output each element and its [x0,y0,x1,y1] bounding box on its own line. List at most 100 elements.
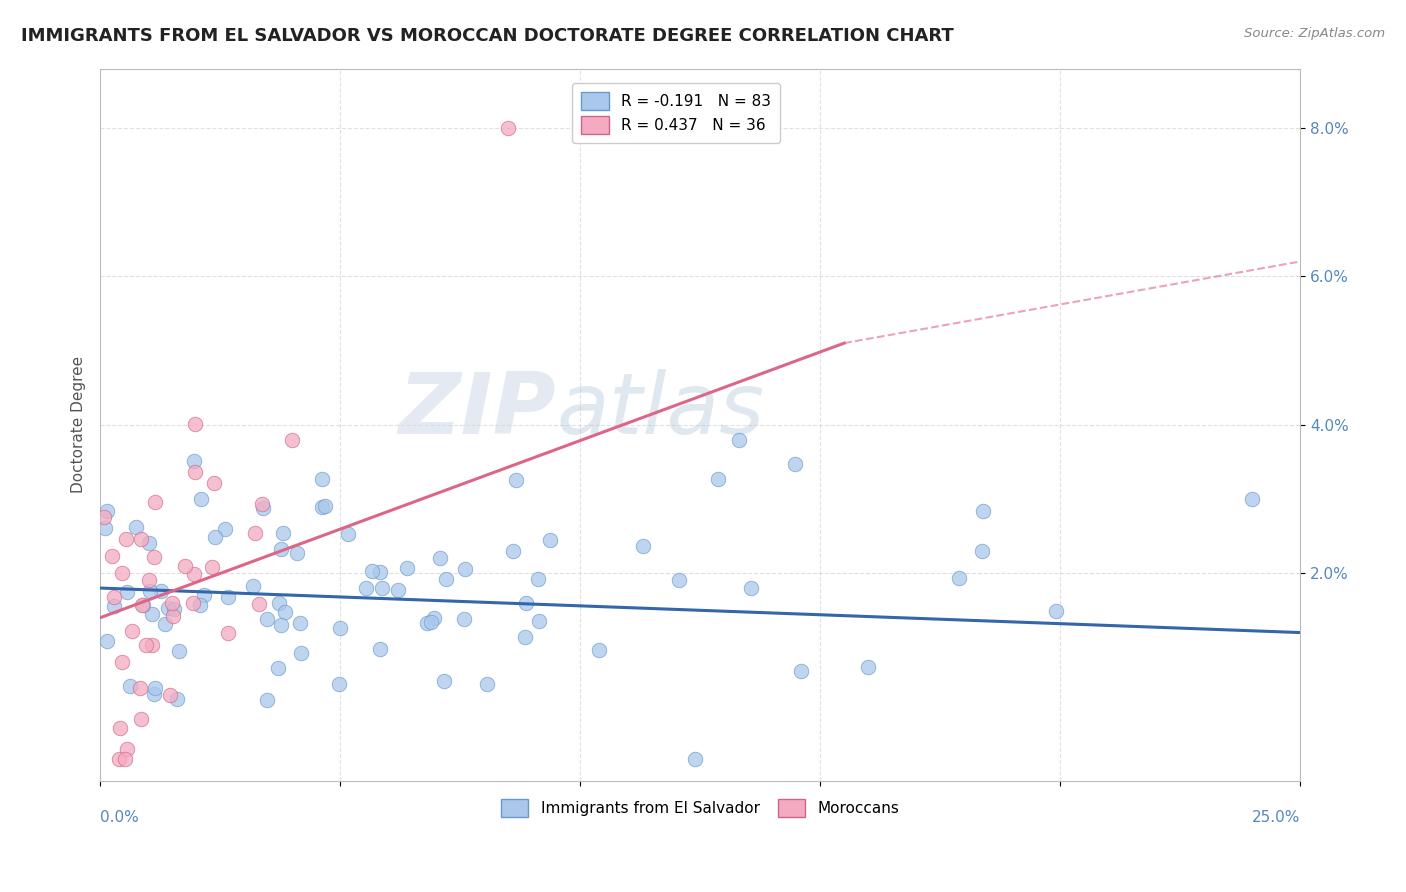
Point [156,601,179,615]
Point [281,433,304,447]
Point [970,543,993,558]
Point [252,500,274,515]
Point [454,562,477,576]
Point [167,644,190,658]
Point [93,510,115,524]
Point [118,679,141,693]
Point [274,605,297,619]
Point [496,120,519,135]
Point [685,752,707,766]
Text: Source: ZipAtlas.com: Source: ZipAtlas.com [1244,27,1385,40]
Point [114,532,136,546]
Point [101,549,124,563]
Point [247,597,270,611]
Point [368,641,391,656]
Point [453,612,475,626]
Point [141,607,163,621]
Point [214,522,236,536]
Point [217,590,239,604]
Point [131,599,153,613]
Point [540,533,562,547]
Point [96,634,118,648]
Point [155,617,177,632]
Point [790,664,813,678]
Point [668,574,690,588]
Point [202,475,225,490]
Point [415,615,437,630]
Point [267,661,290,675]
Point [419,615,441,629]
Point [588,643,610,657]
Point [243,525,266,540]
Point [163,602,186,616]
Point [193,588,215,602]
Point [287,546,309,560]
Point [360,564,382,578]
Point [633,539,655,553]
Point [138,584,160,599]
Point [242,579,264,593]
Point [267,596,290,610]
Point [972,504,994,518]
Point [132,598,155,612]
Point [217,626,239,640]
Point [111,566,134,580]
Point [190,491,212,506]
Point [111,656,134,670]
Point [329,621,352,635]
Point [129,681,152,695]
Point [434,572,457,586]
Point [256,693,278,707]
Text: ZIP: ZIP [398,369,557,452]
Point [290,646,312,660]
Point [96,504,118,518]
Point [270,542,292,557]
Point [173,558,195,573]
Legend: Immigrants from El Salvador, Moroccans: Immigrants from El Salvador, Moroccans [495,793,905,823]
Point [527,572,550,586]
Text: 0.0%: 0.0% [100,810,139,824]
Point [256,612,278,626]
Point [159,688,181,702]
Point [371,581,394,595]
Point [368,565,391,579]
Point [135,638,157,652]
Point [143,495,166,509]
Point [143,681,166,695]
Point [513,630,536,644]
Point [311,500,333,515]
Point [129,712,152,726]
Point [527,614,550,628]
Point [856,659,879,673]
Point [433,674,456,689]
Point [502,543,524,558]
Point [162,608,184,623]
Point [94,521,117,535]
Point [423,611,446,625]
Point [328,677,350,691]
Point [204,530,226,544]
Point [183,567,205,582]
Point [108,752,131,766]
Point [124,520,146,534]
Point [429,551,451,566]
Point [184,417,207,431]
Point [115,585,138,599]
Text: IMMIGRANTS FROM EL SALVADOR VS MOROCCAN DOCTORATE DEGREE CORRELATION CHART: IMMIGRANTS FROM EL SALVADOR VS MOROCCAN … [21,27,953,45]
Point [252,497,274,511]
Text: 25.0%: 25.0% [1251,810,1301,824]
Point [354,581,377,595]
Point [707,473,730,487]
Point [271,526,294,541]
Point [515,595,537,609]
Point [181,596,204,610]
Y-axis label: Doctorate Degree: Doctorate Degree [72,356,86,493]
Point [475,677,498,691]
Point [387,582,409,597]
Point [117,742,139,756]
Point [290,615,312,630]
Point [505,473,527,487]
Point [948,571,970,585]
Point [138,573,160,587]
Point [142,687,165,701]
